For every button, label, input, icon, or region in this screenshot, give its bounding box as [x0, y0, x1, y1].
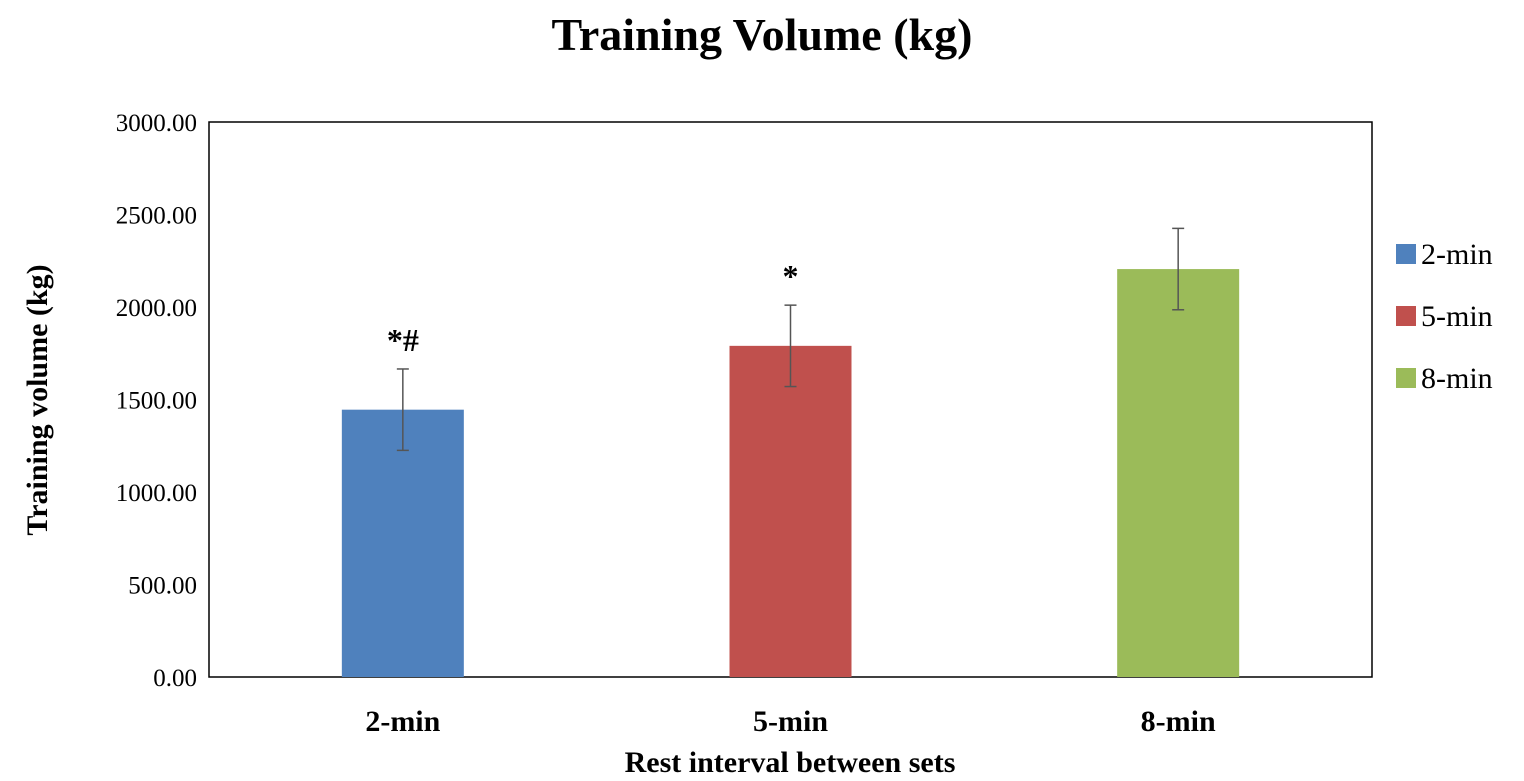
y-tick-label: 1500.00	[116, 388, 197, 415]
y-tick-label: 3000.00	[116, 110, 197, 137]
x-tick-label: 5-min	[753, 705, 828, 738]
chart-title: Training Volume (kg)	[552, 9, 973, 60]
y-axis-ticks: 0.00 500.00 1000.00 1500.00 2000.00 2500.00 30…	[116, 110, 197, 692]
y-tick-label: 500.00	[128, 573, 197, 600]
x-axis-categories: 2-min 5-min 8-min	[365, 705, 1216, 738]
legend-swatch-8-min	[1396, 368, 1416, 388]
bars	[341, 269, 1240, 677]
x-tick-label: 2-min	[365, 705, 440, 738]
y-tick-label: 0.00	[153, 665, 197, 692]
legend-swatch-5-min	[1396, 306, 1416, 326]
y-tick-label: 1000.00	[116, 480, 197, 507]
y-tick-label: 2500.00	[116, 203, 197, 230]
bar-5-min	[729, 345, 852, 677]
y-tick-label: 2000.00	[116, 295, 197, 322]
x-axis-title: Rest interval between sets	[625, 746, 956, 779]
legend-label: 8-min	[1421, 362, 1493, 395]
legend-label: 5-min	[1421, 300, 1493, 333]
significance-marker: *#	[387, 322, 419, 358]
x-tick-label: 8-min	[1141, 705, 1216, 738]
significance-marker: *	[783, 258, 799, 294]
bar-2-min	[341, 409, 464, 677]
significance-annotations: *# *	[387, 258, 799, 358]
legend: 2-min 5-min 8-min	[1396, 238, 1493, 395]
legend-label: 2-min	[1421, 238, 1493, 271]
y-axis-title: Training volume (kg)	[21, 264, 54, 535]
error-bars	[396, 227, 1185, 452]
legend-swatch-2-min	[1396, 244, 1416, 264]
bar-8-min	[1117, 269, 1240, 677]
